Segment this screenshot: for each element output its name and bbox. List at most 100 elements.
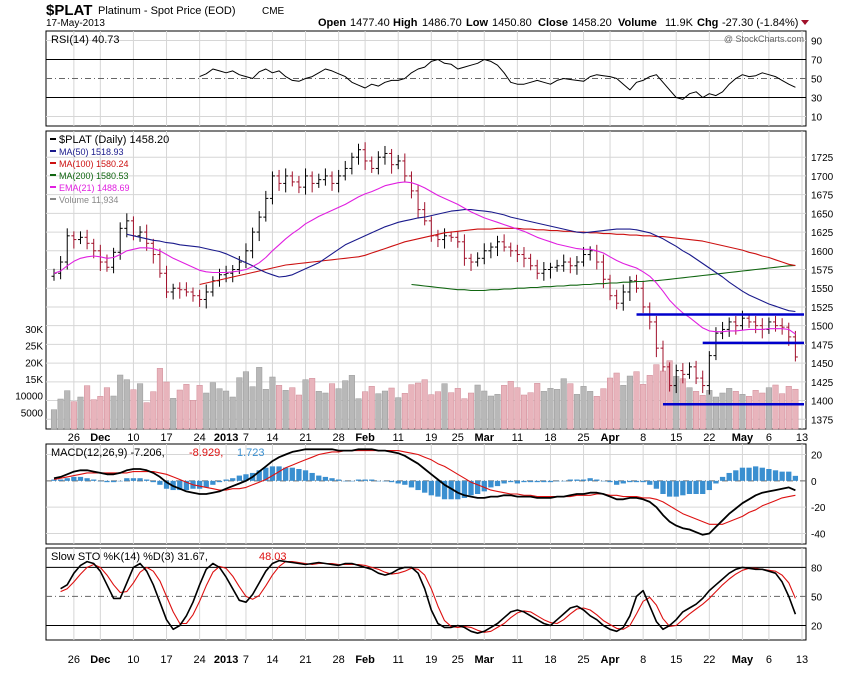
x-tick-label-bottom: 21	[299, 654, 311, 666]
high-label: High	[393, 17, 418, 29]
x-tick-label-bottom: Apr	[601, 654, 621, 666]
volume-tick-label: 25K	[25, 342, 43, 353]
volume-bar	[269, 376, 276, 430]
price-bar	[349, 152, 355, 175]
x-tick-label-top: 13	[796, 432, 808, 444]
macd-histogram-bar	[177, 480, 183, 491]
macd-histogram-bar	[620, 480, 626, 484]
y-tick-label: 1525	[811, 303, 834, 314]
macd-histogram-bar	[196, 480, 203, 489]
x-tick-label-bottom: 11	[512, 654, 523, 666]
x-tick-label-top: 11	[512, 432, 523, 444]
macd-histogram-bar	[130, 478, 137, 481]
volume-bar	[256, 367, 263, 430]
low-label: Low	[466, 17, 488, 29]
price-bar	[468, 253, 474, 272]
volume-bar	[117, 374, 124, 430]
x-tick-label-top: 2013	[214, 432, 238, 444]
macd-histogram-bar	[97, 480, 103, 482]
price-bar	[461, 234, 467, 266]
macd-histogram-bar	[772, 470, 779, 481]
macd-histogram-bar	[561, 480, 567, 482]
x-tick-label-bottom: Feb	[355, 654, 375, 666]
volume-tick-label: 10000	[15, 392, 43, 403]
price-bar	[415, 184, 421, 219]
volume-bar	[203, 392, 210, 430]
volume-bar	[335, 388, 342, 430]
macd-histogram-bar	[110, 480, 117, 483]
price-bar	[594, 244, 600, 270]
price-bar	[561, 254, 567, 272]
x-tick-label-top: 26	[68, 432, 80, 444]
x-tick-label-bottom: 14	[266, 654, 278, 666]
macd-legend-entry: MACD(12,26,9) -7.206,	[51, 447, 165, 459]
exchange-label: CME	[262, 6, 285, 17]
x-tick-label-top: Apr	[601, 432, 621, 444]
macd-histogram-bar	[521, 480, 527, 483]
x-tick-label-bottom: 7	[243, 654, 249, 666]
x-tick-label-top: 25	[577, 432, 589, 444]
volume-bar	[262, 389, 269, 430]
volume-value: 11.9K	[665, 17, 694, 29]
macd-histogram-bar	[792, 475, 799, 481]
price-bar	[256, 211, 262, 242]
volume-bar	[501, 385, 508, 430]
price-bar	[97, 244, 103, 272]
macd-line	[53, 448, 796, 536]
volume-bar	[487, 395, 494, 430]
volume-bar	[309, 378, 316, 430]
price-bar	[58, 256, 64, 280]
macd-histogram-bar	[580, 479, 587, 481]
y-tick-label: 1425	[811, 378, 834, 389]
volume-bar	[156, 368, 163, 430]
price-bar	[250, 227, 256, 259]
volume-bar	[415, 382, 422, 430]
price-bar	[435, 229, 441, 248]
macd-histogram-bar	[223, 479, 229, 481]
y-tick-label: 50	[811, 75, 823, 86]
macd-histogram-bar	[607, 480, 613, 483]
price-bar	[581, 247, 587, 267]
volume-bar	[785, 386, 792, 430]
x-tick-label-bottom: 22	[703, 654, 715, 666]
rsi-legend: RSI(14) 40.73	[51, 34, 119, 46]
price-bar	[263, 190, 269, 222]
price-bar	[422, 202, 428, 226]
x-tick-label-top: 18	[544, 432, 556, 444]
macd-histogram-bar	[236, 475, 242, 481]
price-bar	[230, 265, 236, 283]
volume-bar	[242, 371, 249, 430]
price-bar	[779, 318, 785, 335]
volume-bar	[626, 375, 633, 430]
x-tick-label-bottom: Mar	[474, 654, 494, 666]
macd-histogram-bar	[322, 476, 329, 481]
symbol-title: $PLAT	[46, 2, 92, 19]
volume-bar	[454, 388, 461, 430]
volume-bar	[189, 400, 197, 430]
price-bar	[137, 226, 143, 242]
macd-histogram-bar	[263, 467, 269, 481]
x-tick-label-top: 8	[640, 432, 646, 444]
y-tick-label: 1500	[811, 322, 834, 333]
price-bar	[521, 247, 527, 268]
price-bar	[402, 153, 408, 182]
volume-bar	[163, 381, 170, 430]
macd-histogram-bar	[600, 480, 607, 482]
macd-histogram-bar	[395, 480, 401, 484]
volume-bar	[587, 391, 594, 430]
price-bar	[395, 154, 401, 170]
volume-bar	[772, 384, 779, 430]
volume-bar	[607, 377, 614, 430]
volume-bar	[97, 396, 104, 430]
price-bar	[587, 246, 593, 261]
macd-histogram-bar	[289, 467, 295, 481]
ma50-line	[126, 209, 796, 313]
volume-bar	[507, 381, 514, 430]
price-bar	[283, 168, 289, 193]
price-bar	[448, 231, 454, 242]
price-bar	[547, 262, 553, 279]
x-tick-label-top: Mar	[474, 432, 494, 444]
macd-histogram-bar	[647, 480, 653, 485]
macd-histogram-bar	[342, 480, 348, 482]
volume-bar	[328, 383, 336, 430]
